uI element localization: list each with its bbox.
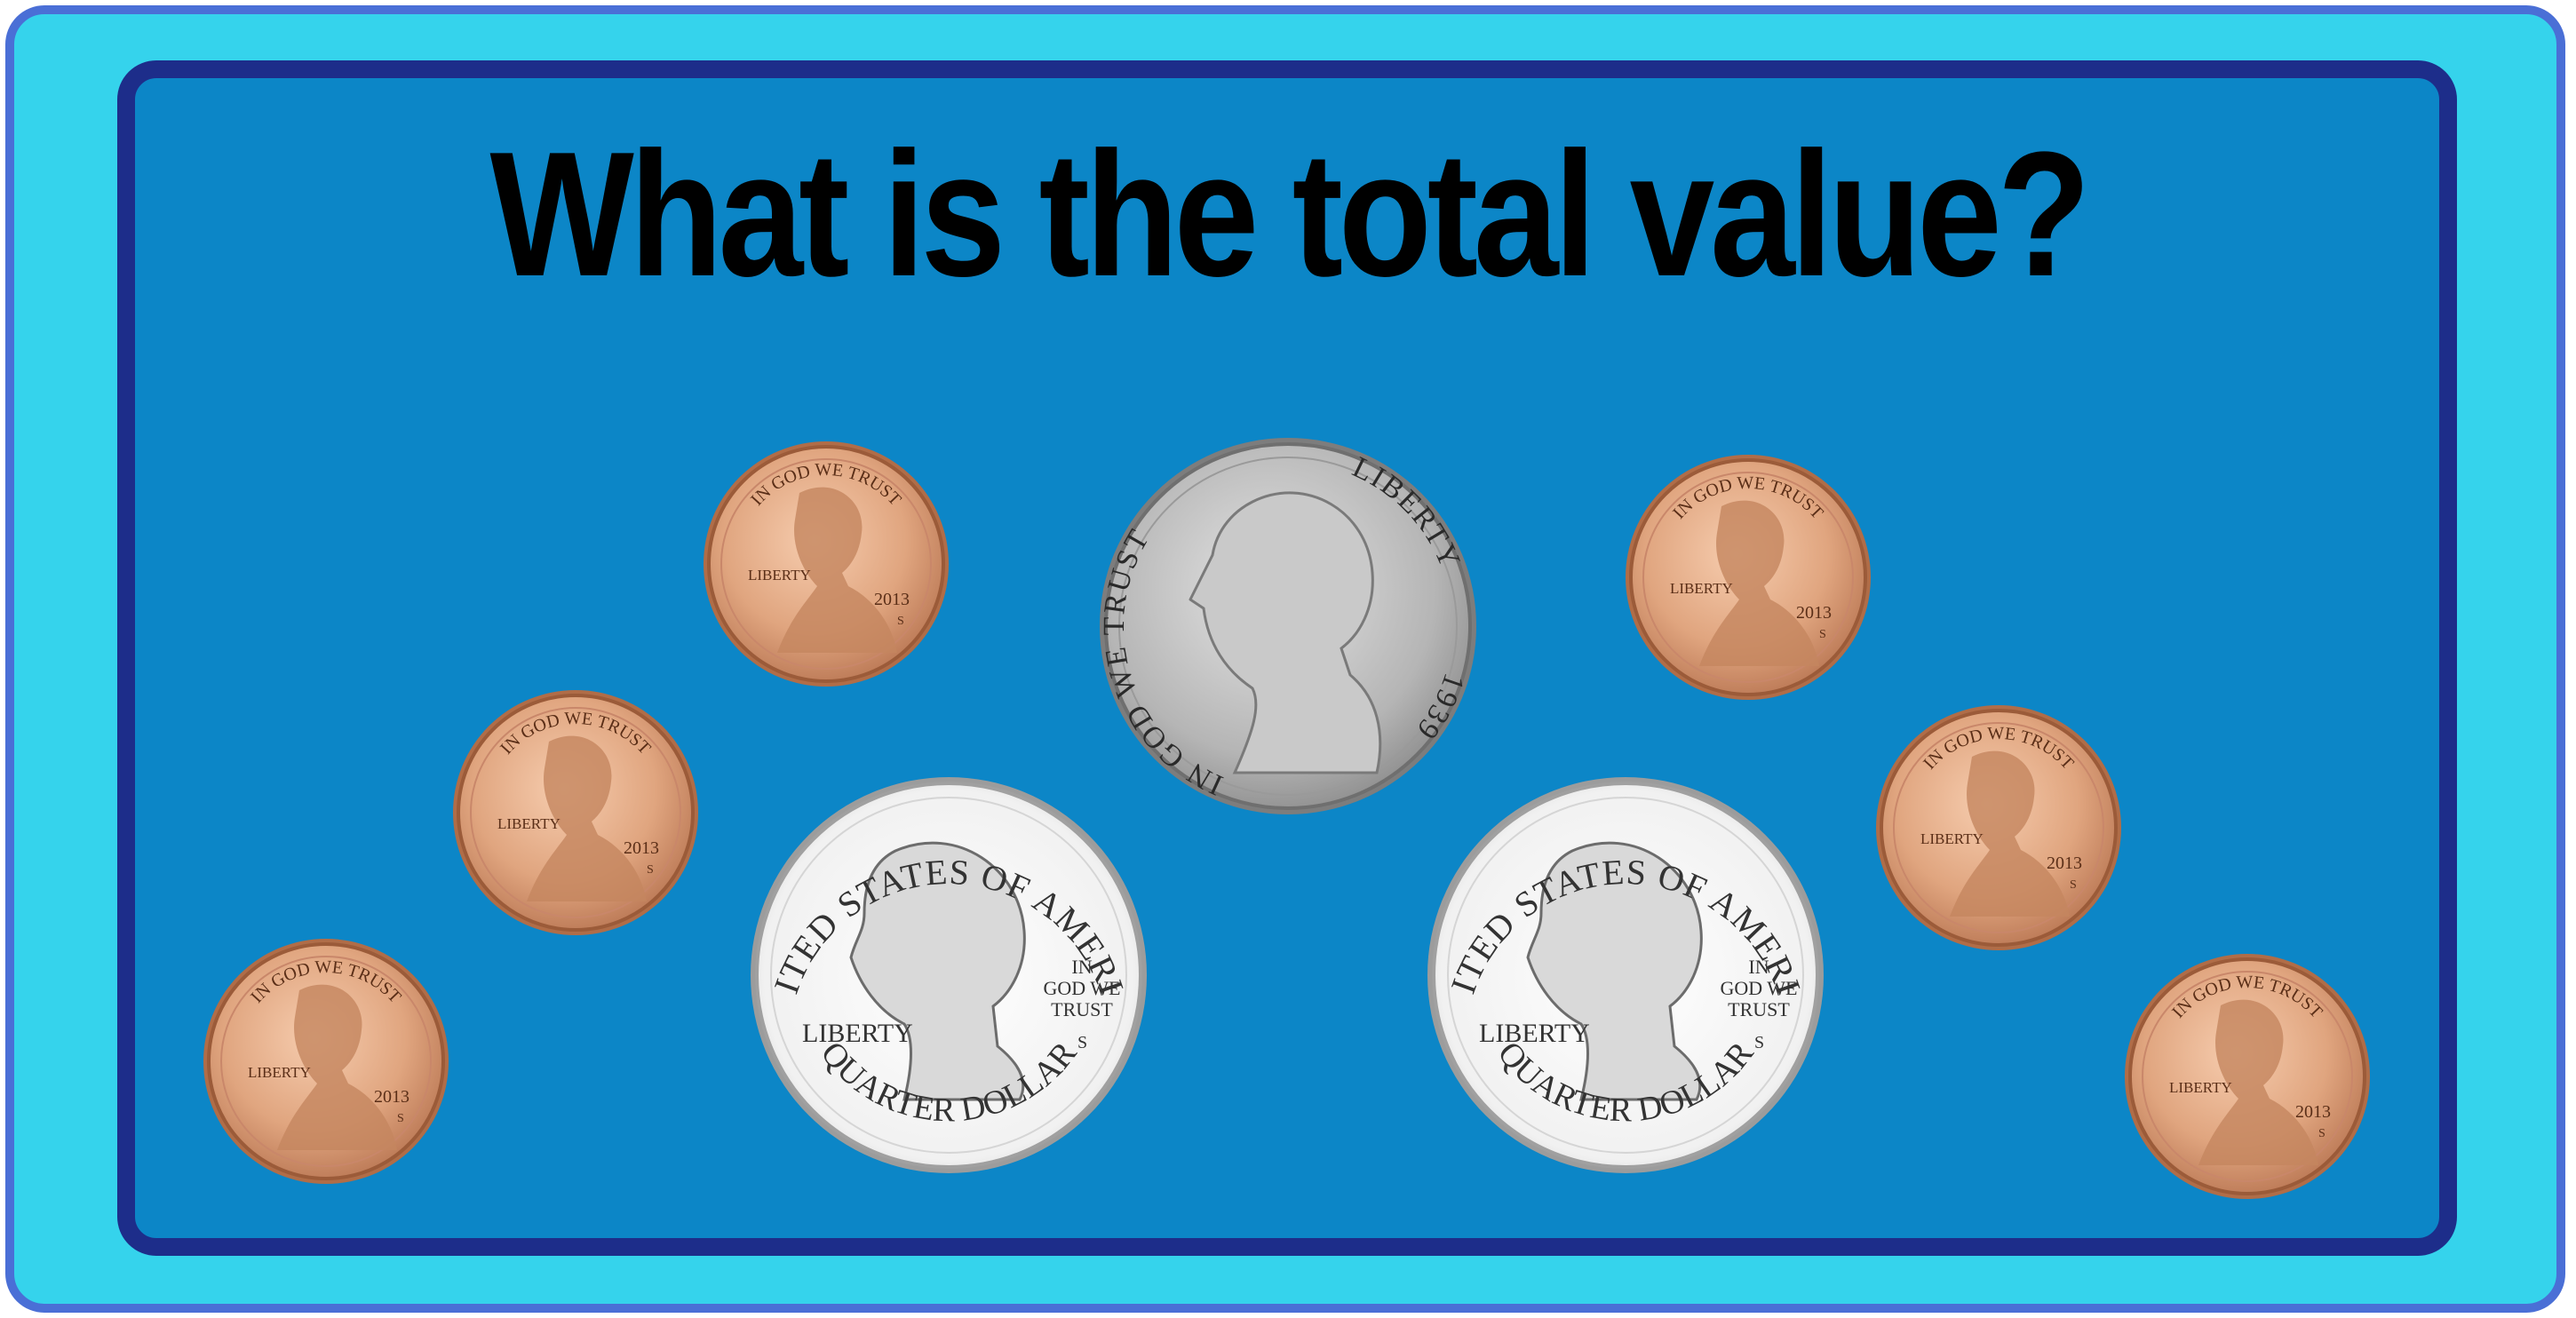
quarter-mint: S <box>1077 1033 1087 1052</box>
quarter-motto-2: GOD WE <box>1044 977 1121 999</box>
penny-liberty: LIBERTY <box>1670 580 1733 597</box>
penny-mint: S <box>397 1112 404 1125</box>
penny-mint: S <box>647 863 654 877</box>
penny-liberty: LIBERTY <box>497 815 561 832</box>
penny-liberty: LIBERTY <box>748 567 811 584</box>
penny-year: 2013 <box>1796 603 1832 623</box>
question-title: What is the total value? <box>489 115 2090 314</box>
penny-year: 2013 <box>2295 1102 2331 1122</box>
quarter-liberty: LIBERTY <box>1479 1019 1590 1048</box>
penny-liberty: LIBERTY <box>248 1064 311 1081</box>
penny-mint: S <box>897 615 904 628</box>
quarter-coin: UNITED STATES OF AMERICA QUARTER DOLLAR … <box>1427 777 1824 1173</box>
penny-coin: IN GOD WE TRUST LIBERTY 2013 S <box>704 441 949 687</box>
penny-mint: S <box>2070 878 2077 892</box>
nickel-coin: IN GOD WE TRUST LIBERTY 1939 <box>1098 438 1476 814</box>
penny-liberty: LIBERTY <box>2169 1079 2232 1096</box>
penny-mint: S <box>2318 1127 2326 1140</box>
penny-year: 2013 <box>374 1087 409 1107</box>
penny-coin: IN GOD WE TRUST LIBERTY 2013 S <box>1876 705 2121 950</box>
penny-year: 2013 <box>874 590 910 609</box>
penny-coin: IN GOD WE TRUST LIBERTY 2013 S <box>1626 455 1871 700</box>
penny-coin: IN GOD WE TRUST LIBERTY 2013 S <box>2125 954 2370 1199</box>
penny-coin: IN GOD WE TRUST LIBERTY 2013 S <box>203 939 449 1184</box>
quarter-liberty: LIBERTY <box>802 1019 913 1048</box>
quarter-coin: UNITED STATES OF AMERICA QUARTER DOLLAR … <box>751 777 1147 1173</box>
quarter-motto-2: GOD WE <box>1721 977 1798 999</box>
quarter-mint: S <box>1754 1033 1764 1052</box>
penny-year: 2013 <box>624 838 659 858</box>
penny-coin: IN GOD WE TRUST LIBERTY 2013 S <box>453 690 698 935</box>
quarter-motto-3: TRUST <box>1728 998 1790 1020</box>
quarter-motto-3: TRUST <box>1051 998 1113 1020</box>
penny-year: 2013 <box>2047 854 2082 873</box>
penny-liberty: LIBERTY <box>1920 830 1984 847</box>
penny-mint: S <box>1819 628 1826 641</box>
quarter-motto-1: IN <box>1071 956 1092 978</box>
quarter-motto-1: IN <box>1748 956 1769 978</box>
